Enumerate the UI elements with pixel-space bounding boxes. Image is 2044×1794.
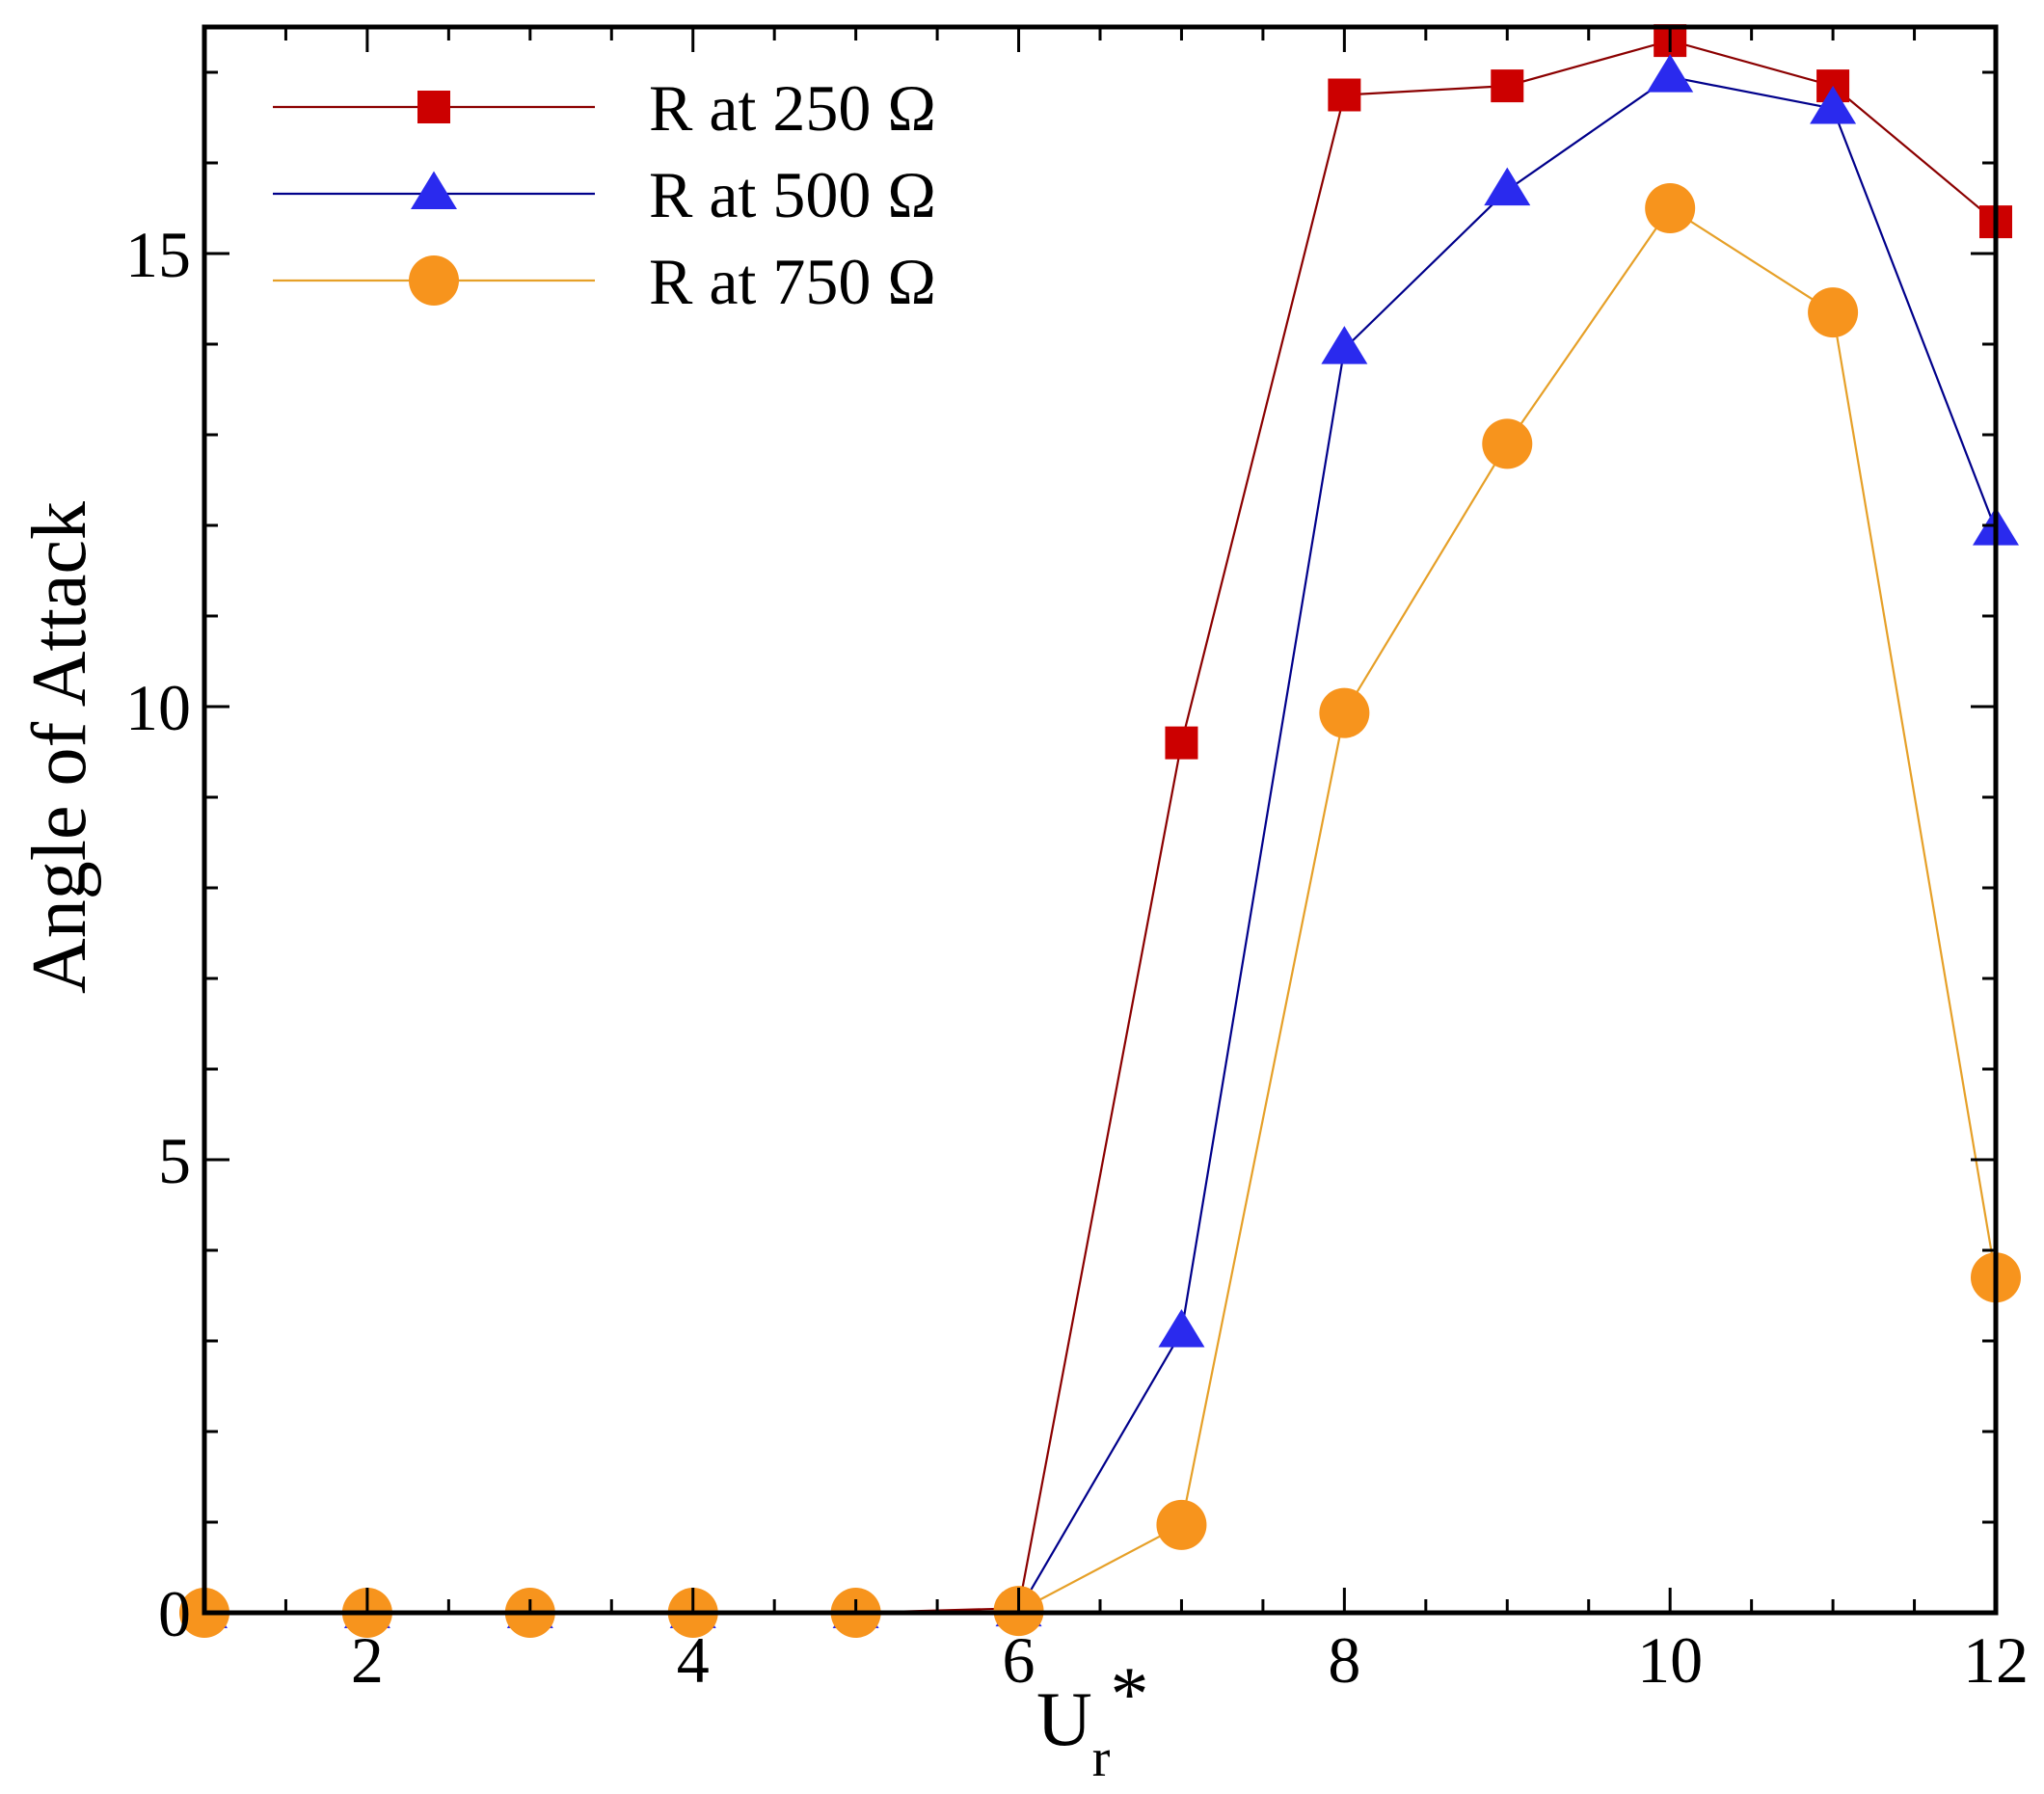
legend-label: R at 250 Ω	[649, 71, 936, 145]
plot-area	[179, 24, 2021, 1638]
axis-ticks	[202, 27, 1998, 1615]
data-point	[1484, 167, 1531, 206]
x-tick-label: 4	[677, 1623, 710, 1697]
y-tick-label: 0	[158, 1577, 191, 1650]
x-axis-title-suffix: *	[1110, 1652, 1148, 1737]
data-point	[1808, 287, 1859, 338]
series-1	[188, 24, 2012, 1629]
data-point	[1156, 1499, 1207, 1550]
y-tick-label: 5	[158, 1124, 191, 1197]
legend-marker	[411, 171, 457, 209]
series-line	[204, 39, 1997, 1615]
axis-tick-labels: 2 4 6 8 10 12 0 5 10 15	[125, 218, 2029, 1697]
x-tick-label: 2	[351, 1623, 384, 1697]
x-tick-label: 10	[1637, 1623, 1703, 1697]
data-point	[1645, 183, 1696, 233]
series-line	[204, 206, 1998, 1615]
data-point	[1321, 326, 1368, 364]
legend-entry: R at 750 Ω	[273, 245, 936, 318]
y-tick-label: 15	[125, 218, 191, 291]
legend-marker	[409, 255, 459, 306]
y-axis-title: Angle of Attack	[17, 501, 102, 994]
data-point	[1158, 1309, 1205, 1348]
x-axis-title-subscript: r	[1092, 1728, 1111, 1788]
data-point	[1647, 54, 1694, 93]
plot-frame	[202, 24, 1999, 1616]
data-point	[1810, 86, 1857, 124]
x-tick-label: 6	[1003, 1623, 1035, 1697]
y-tick-label: 10	[125, 671, 191, 744]
series-line	[204, 75, 1998, 1615]
legend-entry: R at 250 Ω	[273, 71, 936, 145]
data-point	[1482, 418, 1533, 469]
legend: R at 250 Ω R at 500 Ω R at 750 Ω	[273, 71, 936, 318]
legend-entry: R at 500 Ω	[273, 158, 936, 231]
series-layer	[179, 24, 2021, 1638]
x-tick-label: 12	[1963, 1623, 2029, 1697]
x-axis-title-base: U	[1036, 1677, 1092, 1762]
x-axis-title: Ur*	[1036, 1652, 1148, 1788]
data-point	[1491, 69, 1524, 103]
data-point	[1328, 78, 1361, 112]
legend-marker	[417, 91, 450, 123]
data-point	[1165, 726, 1198, 760]
series-3	[179, 183, 2021, 1638]
legend-label: R at 500 Ω	[649, 158, 936, 231]
data-point	[1319, 687, 1370, 738]
x-tick-label: 8	[1328, 1623, 1360, 1697]
legend-label: R at 750 Ω	[649, 245, 936, 318]
